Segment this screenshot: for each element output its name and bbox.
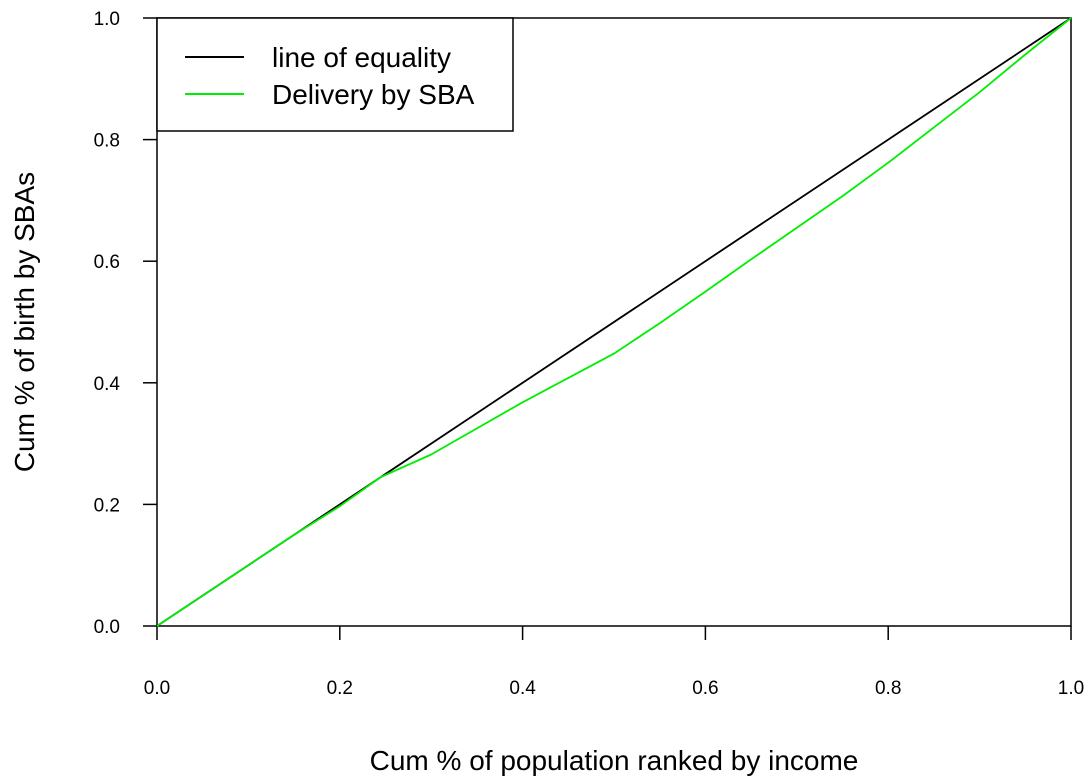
y-tick-label: 0.6 [94, 252, 120, 273]
legend: line of equality Delivery by SBA [156, 17, 514, 132]
y-tick-label: 0.0 [94, 617, 120, 638]
y-tick-label: 0.8 [94, 131, 120, 152]
x-tick-label: 0.4 [509, 678, 536, 699]
y-axis-title: Cum % of birth by SBAs [9, 172, 40, 472]
x-tick-label: 0.2 [327, 678, 353, 699]
plot-area [156, 17, 1072, 627]
plot-frame [156, 17, 1072, 627]
legend-label-delivery-by-sba: Delivery by SBA [272, 79, 475, 110]
legend-label-line-of-equality: line of equality [272, 42, 451, 73]
legend-box [156, 17, 514, 132]
y-axis: 0.0 0.2 0.4 0.6 0.8 1.0 [94, 9, 157, 638]
x-tick-label: 0.8 [875, 678, 901, 699]
x-axis-title: Cum % of population ranked by income [370, 745, 859, 776]
y-tick-label: 1.0 [94, 9, 120, 30]
y-tick-label: 0.2 [94, 495, 120, 516]
x-axis: 0.0 0.2 0.4 0.6 0.8 1.0 [144, 626, 1084, 699]
x-tick-label: 0.6 [692, 678, 718, 699]
x-tick-label: 1.0 [1058, 678, 1084, 699]
y-tick-label: 0.4 [94, 374, 121, 395]
x-tick-label: 0.0 [144, 678, 170, 699]
series-line-delivery-by-sba [156, 17, 1072, 627]
